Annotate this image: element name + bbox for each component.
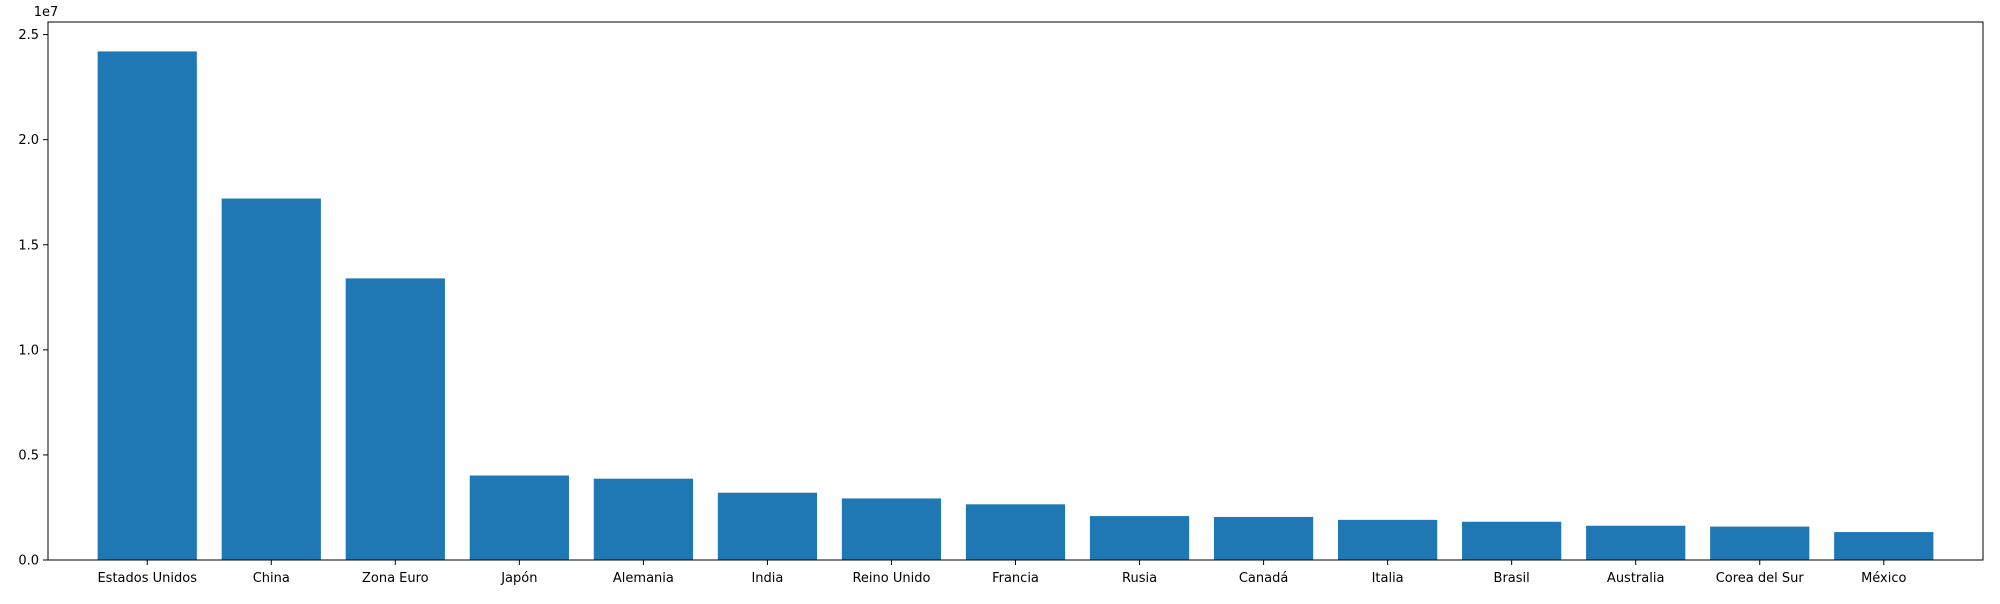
x-tick-label: Francia [992, 571, 1039, 586]
y-axis-offset-text: 1e7 [34, 5, 59, 20]
bar-14 [1834, 532, 1934, 560]
bar-12 [1586, 525, 1686, 560]
bar-7 [965, 504, 1066, 560]
bars-layer [97, 51, 1934, 560]
y-axis-ticks: 0.0 0.5 1.0 1.5 2.0 2.5 [18, 28, 48, 569]
bar-10 [1338, 519, 1438, 560]
x-axis-ticks: Estados Unidos China Zona Euro Japón Alemani… [97, 560, 1907, 586]
y-tick-label: 1.0 [18, 343, 39, 358]
x-tick-label: Japón [500, 571, 537, 586]
x-tick-label: Brasil [1494, 571, 1530, 586]
x-tick-label: Rusia [1122, 571, 1157, 586]
x-tick-label: Italia [1372, 571, 1404, 586]
bar-11 [1462, 521, 1562, 560]
x-tick-label: Reino Unido [852, 571, 930, 586]
bar-9 [1213, 516, 1314, 560]
x-tick-label: Australia [1607, 571, 1665, 586]
y-tick-label: 2.5 [18, 28, 39, 43]
x-tick-label: México [1861, 571, 1906, 586]
bar-6 [841, 498, 942, 560]
bar-2 [345, 278, 445, 560]
x-tick-label: Alemania [613, 571, 674, 586]
y-tick-label: 0.0 [18, 554, 39, 569]
y-tick-label: 0.5 [18, 448, 39, 463]
bar-5 [717, 492, 818, 560]
y-tick-label: 2.0 [18, 133, 39, 148]
bar-1 [221, 198, 321, 560]
x-tick-label: Canadá [1239, 571, 1288, 586]
x-tick-label: Estados Unidos [97, 571, 197, 586]
x-tick-label: China [253, 571, 290, 586]
bar-0 [97, 51, 197, 560]
bar-4 [593, 478, 693, 560]
x-tick-label: India [751, 571, 783, 586]
x-tick-label: Corea del Sur [1716, 571, 1805, 586]
x-tick-label: Zona Euro [362, 571, 429, 586]
bar-3 [469, 475, 569, 560]
plot-frame [47, 21, 1984, 561]
bar-13 [1710, 526, 1810, 560]
y-tick-label: 1.5 [18, 238, 39, 253]
bar-8 [1089, 516, 1190, 560]
